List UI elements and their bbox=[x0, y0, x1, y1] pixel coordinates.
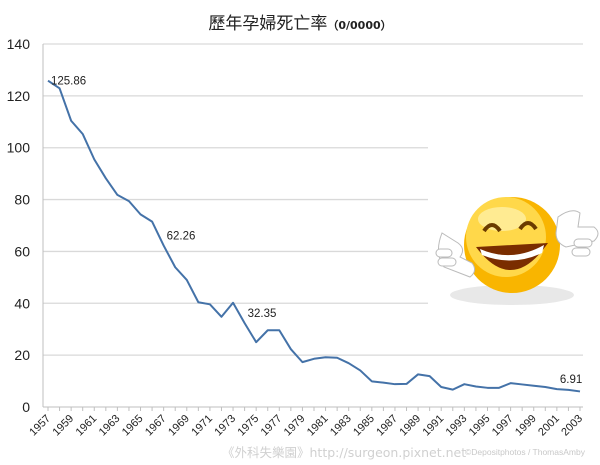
y-axis-ticks: 0 20 40 60 80 100 120 140 bbox=[7, 36, 31, 415]
chart-title: 歷年孕婦死亡率（0/0000） bbox=[0, 9, 600, 34]
x-tick-label: 1989 bbox=[397, 413, 423, 439]
x-tick-label: 1991 bbox=[421, 413, 447, 439]
data-labels: 125.86 62.26 32.35 6.91 bbox=[51, 76, 582, 386]
credit-watermark: ©Depositphotos / ThomasAmby bbox=[465, 447, 585, 457]
data-label: 6.91 bbox=[560, 374, 582, 386]
series-group bbox=[47, 79, 581, 393]
x-tick-label: 1971 bbox=[189, 413, 215, 439]
laughing-smiley-icon bbox=[435, 197, 599, 305]
chart-title-text: 歷年孕婦死亡率 bbox=[208, 14, 328, 34]
data-label: 32.35 bbox=[248, 308, 277, 320]
x-tick-label: 1983 bbox=[328, 413, 354, 439]
x-tick-label: 1961 bbox=[74, 413, 100, 439]
y-tick-label: 20 bbox=[14, 347, 30, 363]
data-label: 125.86 bbox=[51, 76, 86, 88]
y-tick-label: 0 bbox=[22, 399, 30, 415]
y-tick-label: 40 bbox=[14, 295, 30, 311]
x-tick-label: 1973 bbox=[212, 413, 238, 439]
x-tick-label: 1999 bbox=[513, 413, 539, 439]
y-tick-label: 140 bbox=[7, 36, 31, 52]
x-tick-label: 2003 bbox=[559, 413, 585, 439]
series-line bbox=[47, 79, 581, 393]
x-tick-label: 1963 bbox=[97, 413, 123, 439]
x-tick-label: 1997 bbox=[490, 413, 516, 439]
x-tick-label: 1993 bbox=[444, 413, 470, 439]
x-tick-label: 1987 bbox=[374, 413, 400, 439]
gridlines bbox=[43, 43, 583, 356]
x-tick-label: 1995 bbox=[467, 413, 493, 439]
x-tick-label: 1967 bbox=[143, 413, 169, 439]
x-tick-label: 1965 bbox=[120, 413, 146, 439]
x-tick-label: 1975 bbox=[235, 413, 261, 439]
site-watermark: 《外科失樂園》http://surgeon.pixnet.net bbox=[222, 445, 467, 460]
y-tick-label: 100 bbox=[7, 140, 31, 156]
x-tick-label: 2001 bbox=[536, 413, 562, 439]
x-tick-label: 1977 bbox=[259, 413, 285, 439]
y-tick-label: 60 bbox=[14, 243, 30, 259]
x-tick-label: 1959 bbox=[50, 413, 76, 439]
x-tick-label: 1985 bbox=[351, 413, 377, 439]
y-tick-label: 120 bbox=[7, 88, 31, 104]
x-tick-label: 1969 bbox=[166, 413, 192, 439]
data-label: 62.26 bbox=[167, 231, 196, 243]
x-tick-label: 1957 bbox=[27, 413, 53, 439]
axes bbox=[42, 44, 583, 411]
x-tick-label: 1979 bbox=[282, 413, 308, 439]
x-tick-label: 1981 bbox=[305, 413, 331, 439]
x-axis-ticks: 1957195919611963196519671969197119731975… bbox=[27, 413, 585, 439]
chart-title-unit: （0/0000） bbox=[327, 19, 392, 32]
y-tick-label: 80 bbox=[14, 192, 30, 208]
